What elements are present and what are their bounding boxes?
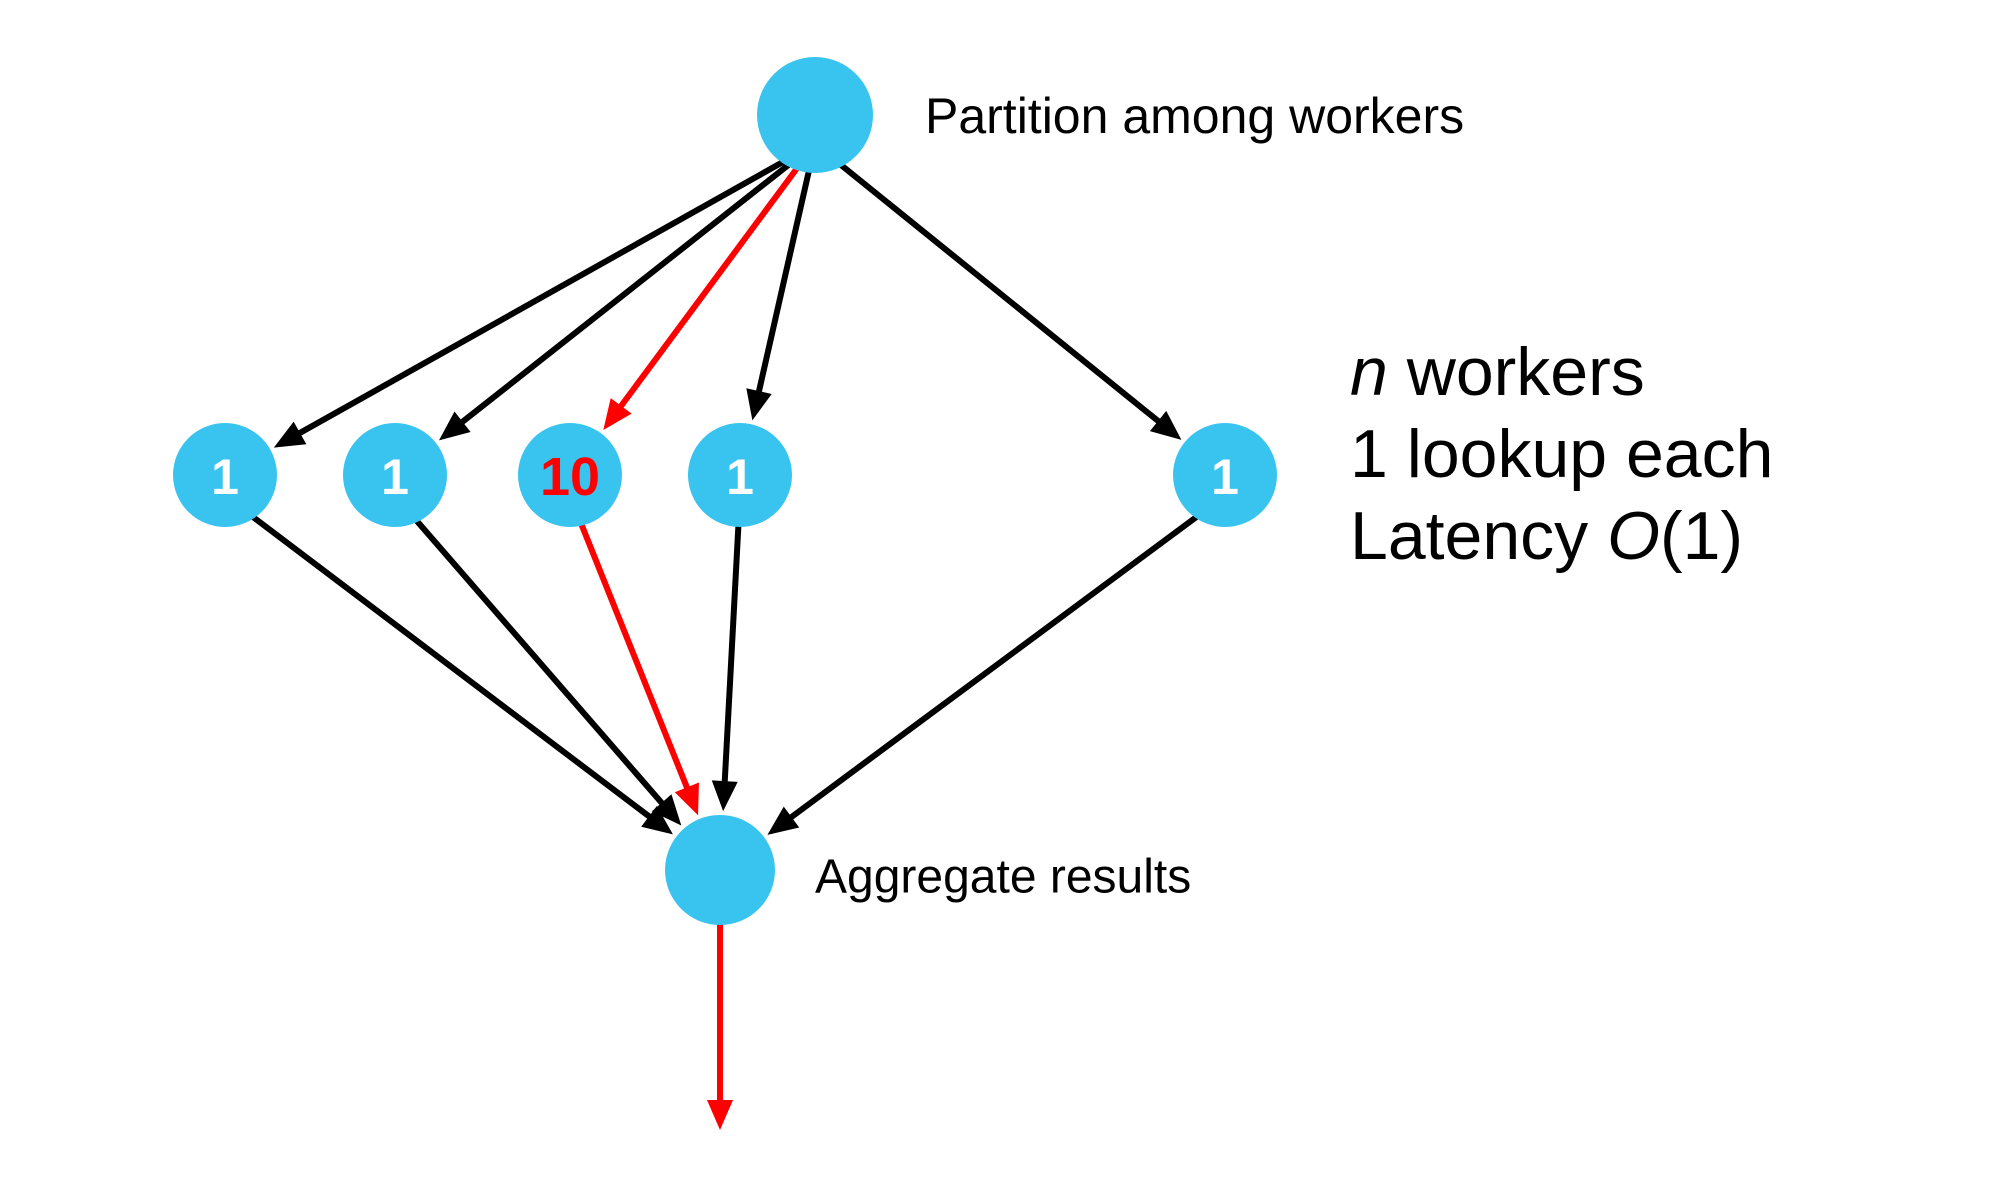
worker-label-3: 1 <box>726 449 754 505</box>
worker-label-0: 1 <box>211 449 239 505</box>
root-node <box>757 57 873 173</box>
edge-output-head <box>707 1100 733 1130</box>
edge-root-to-worker-2-head <box>603 398 631 430</box>
edge-worker-to-agg-4 <box>792 496 1225 817</box>
edge-worker-to-agg-3-head <box>712 780 738 811</box>
side-text-line-0-part-0: n <box>1350 334 1388 410</box>
side-text-line-1: 1 lookup each <box>1350 416 1773 492</box>
edge-worker-to-agg-4-head <box>767 807 799 835</box>
edge-worker-to-agg-3 <box>725 496 740 781</box>
partition-caption: Partition among workers <box>925 88 1464 144</box>
worker-label-4: 1 <box>1211 449 1239 505</box>
aggregate-node <box>665 815 775 925</box>
side-text-line-0: n workers <box>1350 334 1645 410</box>
side-text-line-2-part-0: Latency <box>1350 498 1607 574</box>
edge-root-to-worker-3-head <box>746 388 771 420</box>
edge-worker-to-agg-1 <box>395 496 662 803</box>
side-text-line-2-part-2: (1) <box>1660 498 1743 574</box>
side-text-line-1-part-0: 1 lookup each <box>1350 416 1773 492</box>
aggregate-caption: Aggregate results <box>815 851 1191 904</box>
edge-worker-to-agg-2-head <box>675 783 699 816</box>
side-text-line-2-part-1: O <box>1607 498 1660 574</box>
edge-worker-to-agg-2 <box>570 496 687 788</box>
side-text-line-2: Latency O(1) <box>1350 498 1743 574</box>
side-text-line-0-part-1: workers <box>1388 334 1645 410</box>
edge-root-to-worker-0 <box>300 144 815 433</box>
worker-label-2: 10 <box>540 447 600 507</box>
worker-label-1: 1 <box>381 449 409 505</box>
edge-root-to-worker-4 <box>815 144 1158 421</box>
